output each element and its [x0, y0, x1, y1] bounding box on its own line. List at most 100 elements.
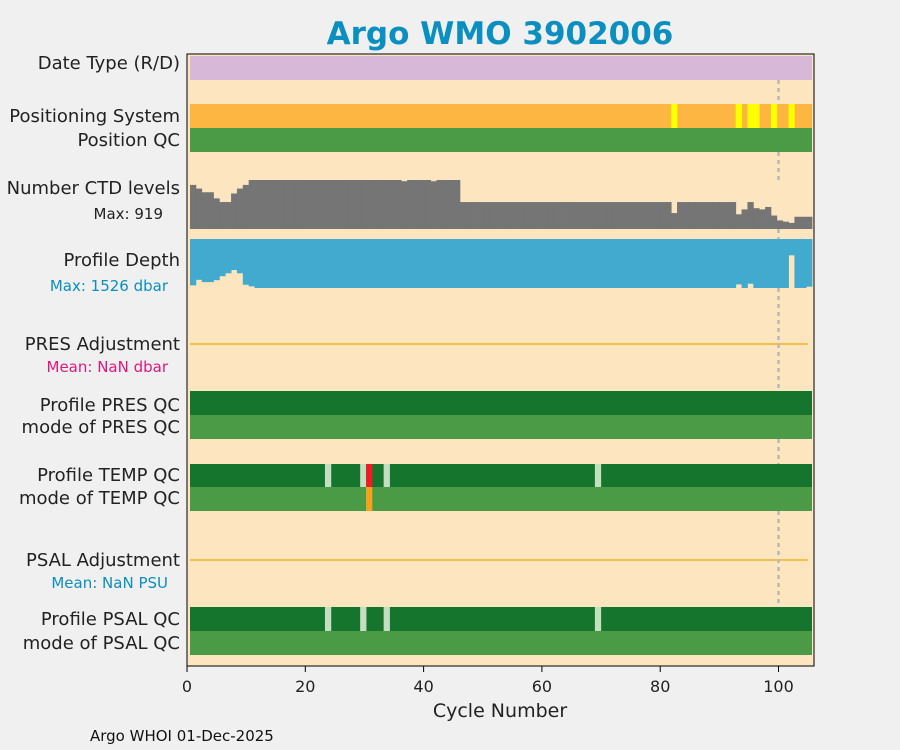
profile-depth-bar: [706, 239, 713, 288]
profile-depth-bar: [512, 239, 520, 288]
label-position-qc: Position QC: [77, 130, 180, 151]
profile-depth-bar: [454, 239, 461, 288]
ctd-level-bar: [571, 202, 578, 229]
ctd-level-bar: [794, 216, 801, 229]
profile-depth-bar: [319, 239, 326, 288]
profile-depth-bar: [401, 239, 408, 288]
ctd-level-bar: [542, 202, 549, 229]
label-pres-mean: Mean: NaN dbar: [47, 358, 169, 376]
profile-depth-bar: [800, 239, 807, 288]
ctd-level-bar: [436, 180, 443, 229]
profile-depth-bar: [559, 239, 566, 288]
profile-depth-bar: [412, 239, 420, 288]
ctd-level-bar: [553, 202, 561, 229]
profile-depth-bar: [236, 239, 244, 274]
ctd-level-bar: [465, 202, 473, 229]
temp-qc-gap-cell: [360, 464, 367, 487]
profile-depth-bar: [600, 239, 608, 288]
ctd-level-bar: [665, 202, 672, 229]
profile-depth-bar: [477, 239, 484, 288]
profile-depth-bar: [653, 239, 660, 288]
ctd-level-bar: [583, 202, 590, 229]
ctd-level-bar: [700, 202, 707, 229]
ctd-level-bar: [207, 192, 214, 229]
row-labels: Date Type (R/D) Positioning System Posit…: [7, 53, 180, 654]
ctd-level-bar: [600, 202, 608, 229]
profile-depth-bar: [418, 239, 426, 288]
ctd-level-bar: [506, 202, 514, 229]
profile-depth-bar: [594, 239, 602, 288]
profile-depth-bar: [248, 239, 255, 287]
x-tick-label: 0: [182, 677, 192, 696]
date-type-band: [190, 56, 812, 80]
profile-depth-bar: [729, 239, 737, 288]
label-positioning: Positioning System: [9, 106, 180, 127]
profile-depth-bar: [307, 239, 314, 288]
ctd-level-bar: [559, 202, 566, 229]
ctd-level-bar: [501, 202, 508, 229]
profile-depth-bar: [324, 239, 332, 288]
profile-depth-bar: [765, 239, 772, 288]
ctd-level-bar: [747, 202, 754, 229]
ctd-level-bar: [524, 202, 531, 229]
row-shapes: [190, 56, 813, 655]
ctd-level-bar: [489, 202, 496, 229]
label-psal-adjustment: PSAL Adjustment: [26, 550, 180, 571]
profile-depth-bar: [436, 239, 443, 288]
profile-depth-bar: [571, 239, 578, 288]
ctd-level-bar: [266, 180, 273, 229]
ctd-level-bar: [407, 180, 414, 229]
profile-depth-bar: [330, 239, 338, 288]
ctd-level-bar: [236, 188, 244, 229]
psal-mode-band: [190, 631, 812, 655]
profile-depth-bar: [712, 239, 719, 288]
ctd-level-bar: [512, 202, 520, 229]
profile-depth-bar: [606, 239, 613, 288]
profile-depth-bar: [542, 239, 549, 288]
temp-qc-gap-cell: [324, 464, 332, 487]
ctd-level-bar: [301, 180, 308, 229]
profile-depth-bar: [682, 239, 690, 288]
profile-depth-bar: [677, 239, 684, 288]
profile-depth-bar: [213, 239, 220, 281]
ctd-level-bar: [765, 206, 772, 229]
temp-mode-flag-cell: [366, 487, 373, 511]
ctd-level-bar: [800, 216, 807, 229]
ctd-level-bar: [677, 202, 684, 229]
profile-depth-bar: [577, 239, 584, 288]
profile-depth-bar: [641, 239, 649, 288]
profile-depth-bar: [495, 239, 502, 288]
ctd-level-bar: [612, 202, 619, 229]
ctd-level-bar: [671, 213, 678, 229]
positioning-alt-cell: [753, 104, 760, 128]
x-tick-label: 40: [413, 677, 433, 696]
profile-depth-bar: [219, 239, 226, 277]
ctd-level-bar: [401, 181, 408, 229]
plot-frame: [186, 53, 815, 667]
psal-qc-gap-cell: [383, 607, 390, 631]
label-psal-qc: Profile PSAL QC: [41, 609, 180, 630]
x-tick-label: 80: [650, 677, 670, 696]
ctd-level-bar: [495, 202, 502, 229]
profile-depth-bar: [694, 239, 701, 288]
profile-depth-bar: [195, 239, 203, 280]
label-temp-qc: Profile TEMP QC: [37, 465, 180, 486]
temp-qc-gap-cell: [383, 464, 390, 487]
ctd-level-bar: [254, 180, 261, 229]
psal-qc-gap-cell: [324, 607, 332, 631]
profile-depth-bar: [465, 239, 473, 288]
ctd-level-bar: [442, 180, 449, 229]
profile-depth-bar: [806, 239, 813, 287]
profile-depth-bar: [624, 239, 631, 288]
psal-qc-band: [190, 607, 812, 631]
positioning-alt-cell: [770, 104, 778, 128]
ctd-level-bar: [688, 202, 696, 229]
profile-depth-bar: [389, 239, 396, 288]
ctd-level-bar: [729, 202, 737, 229]
ctd-level-bar: [448, 180, 455, 229]
profile-depth-bar: [459, 239, 467, 288]
ctd-level-bar: [412, 180, 420, 229]
positioning-band: [190, 104, 812, 128]
profile-depth-bar: [723, 239, 731, 288]
profile-depth-bar: [524, 239, 531, 288]
